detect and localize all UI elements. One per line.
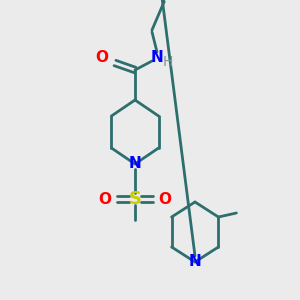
Text: H: H: [163, 55, 173, 69]
Text: S: S: [128, 190, 142, 208]
Text: O: O: [98, 191, 112, 206]
Text: N: N: [151, 50, 164, 65]
Text: O: O: [95, 50, 109, 64]
Text: O: O: [158, 191, 172, 206]
Text: N: N: [189, 254, 201, 269]
Text: N: N: [129, 157, 141, 172]
